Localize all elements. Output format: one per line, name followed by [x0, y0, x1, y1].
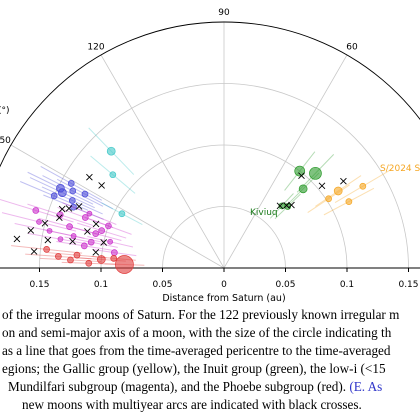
cross-marker	[84, 228, 91, 235]
cross-marker	[340, 177, 347, 185]
cross-marker	[65, 205, 73, 212]
cross-marker	[98, 182, 105, 189]
r-tick-label: 0	[221, 280, 227, 290]
moon-marker	[115, 255, 134, 274]
moon-marker	[55, 253, 62, 260]
moon-marker	[86, 210, 93, 217]
moon-marker	[81, 214, 89, 221]
grid-line	[100, 54, 225, 269]
cross-marker	[56, 214, 63, 221]
cross-marker	[44, 236, 52, 244]
moon-marker	[73, 251, 81, 259]
plot-frame	[0, 21, 420, 269]
moon-marker	[333, 186, 343, 196]
r-tick-label: 0.1	[340, 280, 354, 290]
moon-marker	[56, 211, 64, 219]
cross-marker	[86, 173, 93, 181]
caption-line: egions; the Gallic group (yellow), the I…	[2, 361, 386, 376]
moon-marker	[345, 198, 353, 205]
theta-tick-label: 150	[0, 136, 11, 146]
moon-marker	[85, 259, 93, 267]
grid-line	[10, 144, 225, 269]
moon-marker	[109, 171, 117, 179]
cross-marker	[288, 201, 295, 209]
moon-marker	[87, 238, 95, 246]
moon-marker	[68, 197, 76, 204]
caption-line: Mundilfari subgroup (magenta), and the P…	[8, 379, 382, 394]
cross-marker	[75, 203, 83, 210]
moon-marker	[81, 190, 89, 198]
moon-marker	[111, 249, 118, 256]
cross-marker	[13, 235, 21, 243]
r-tick-label: 0.15	[398, 280, 418, 290]
cross-marker	[92, 248, 100, 256]
caption-text: Mundilfari subgroup (magenta), and the P…	[8, 379, 349, 394]
r-tick-label: 0.05	[275, 280, 295, 290]
moon-marker	[46, 228, 53, 234]
moon-marker	[43, 246, 50, 253]
moon-marker	[80, 242, 88, 250]
moon-marker	[32, 207, 40, 214]
moon-marker	[359, 182, 367, 190]
cross-marker	[30, 248, 38, 255]
moon-marker	[70, 233, 77, 239]
moon-marker	[50, 192, 58, 200]
moon-marker	[57, 236, 64, 243]
moon-marker	[110, 255, 118, 262]
cross-marker	[58, 205, 66, 213]
moon-marker	[56, 183, 65, 193]
moon-marker	[69, 187, 77, 195]
cross-marker	[100, 239, 108, 246]
annotation-new-moon: S/2024 S	[380, 164, 420, 174]
caption: of the irregular moons of Saturn. For th…	[2, 307, 400, 412]
cross-marker	[92, 220, 100, 228]
axis-label-distance: Distance from Saturn (au)	[162, 293, 285, 304]
cross-marker	[27, 227, 35, 234]
caption-line: new moons with multiyear arcs are indica…	[22, 397, 362, 412]
caption-line: of the irregular moons of Saturn. For th…	[2, 307, 400, 322]
moon-marker	[325, 195, 332, 203]
moon-marker	[106, 146, 116, 156]
grid-line	[223, 54, 348, 269]
moon-marker	[92, 230, 100, 237]
moon-marker	[294, 165, 306, 177]
annotation-kiviuq: Kiviuq	[250, 208, 278, 218]
caption-line: as a line that goes from the time-averag…	[2, 343, 391, 358]
moon-marker	[96, 255, 106, 264]
polar-plot: 0 0.05 0.05 0.1 0.1 0.15 0.15 60 90 120 150	[0, 8, 420, 290]
moon-marker	[98, 227, 106, 234]
moon-marker	[105, 222, 112, 230]
cross-marker	[41, 220, 49, 227]
cross-marker	[318, 182, 326, 190]
citation-link[interactable]: (E. As	[349, 379, 382, 394]
cross-marker	[276, 202, 284, 210]
r-tick-label: 0.15	[29, 280, 49, 290]
cross-marker	[298, 172, 305, 179]
theta-tick-label: 60	[346, 42, 358, 52]
moon-marker	[36, 219, 42, 225]
caption-line: on and semi-major axis of a moon, with t…	[2, 325, 392, 340]
moon-marker	[107, 238, 113, 245]
moon-marker	[67, 256, 74, 264]
moon-marker	[298, 184, 308, 194]
r-tick-label: 0.05	[152, 280, 172, 290]
moon-marker	[67, 179, 75, 187]
moon-marker	[118, 210, 126, 218]
moon-marker	[309, 166, 322, 180]
r-tick-label: 0.1	[94, 280, 108, 290]
axis-label-angle: (°)	[0, 106, 10, 116]
theta-tick-label: 90	[218, 8, 230, 18]
theta-tick-label: 120	[87, 42, 104, 52]
moon-marker	[66, 223, 73, 230]
cross-marker	[69, 237, 76, 245]
